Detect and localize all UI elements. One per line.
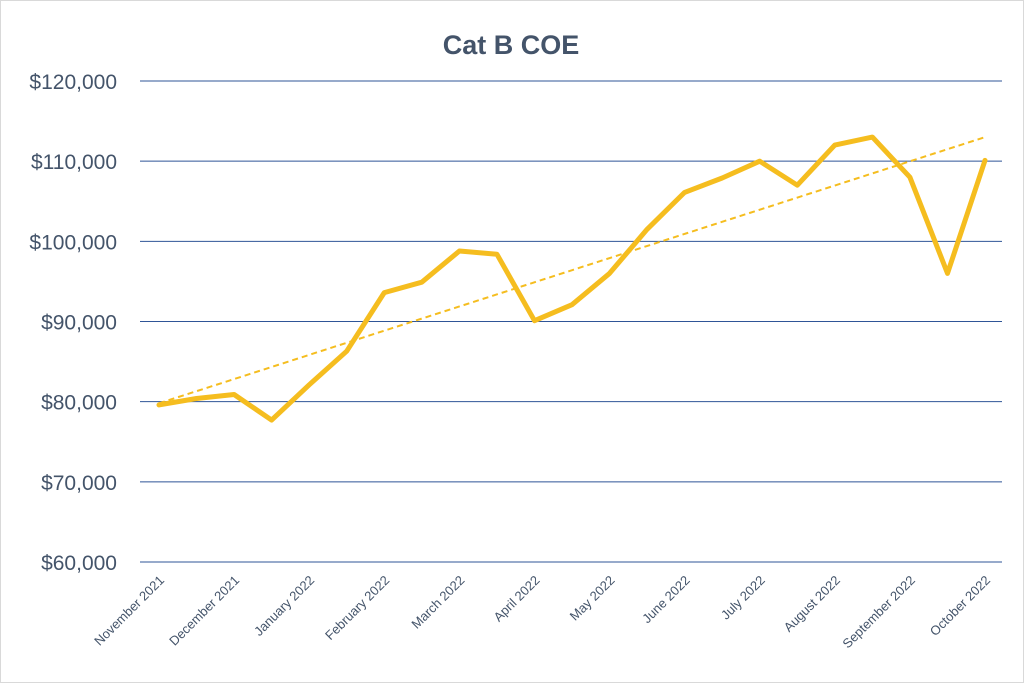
trendline-layer [158,136,986,405]
x-tick-label: June 2022 [639,573,693,627]
x-tick-label: September 2022 [839,573,918,652]
x-tick-label: February 2022 [322,573,392,643]
trendline [158,136,986,405]
y-tick-label: $120,000 [29,71,117,94]
y-tick-label: $100,000 [29,231,117,254]
x-tick-label: May 2022 [567,573,618,624]
x-tick-label: December 2021 [166,573,242,649]
y-tick-label: $110,000 [31,151,117,174]
y-tick-label: $70,000 [41,472,117,495]
y-axis-ticks: $60,000 $70,000 $80,000 $90,000 $100,000 $110… [29,71,117,575]
x-tick-label: October 2022 [927,573,993,639]
x-axis-ticks: November 2021 December 2021 January 2022 Fe… [91,573,993,652]
gridlines [140,80,1002,563]
y-tick-label: $90,000 [41,312,117,335]
x-tick-label: January 2022 [251,573,317,639]
x-tick-label: November 2021 [91,573,167,649]
x-tick-label: August 2022 [781,573,843,635]
y-tick-label: $60,000 [41,552,117,575]
series-line [156,134,988,423]
y-tick-label: $80,000 [41,392,117,415]
series-layer [156,134,988,423]
x-tick-label: March 2022 [408,573,467,632]
x-tick-label: April 2022 [491,573,543,625]
x-tick-label: July 2022 [718,573,768,623]
chart-title: Cat B COE [443,30,580,60]
